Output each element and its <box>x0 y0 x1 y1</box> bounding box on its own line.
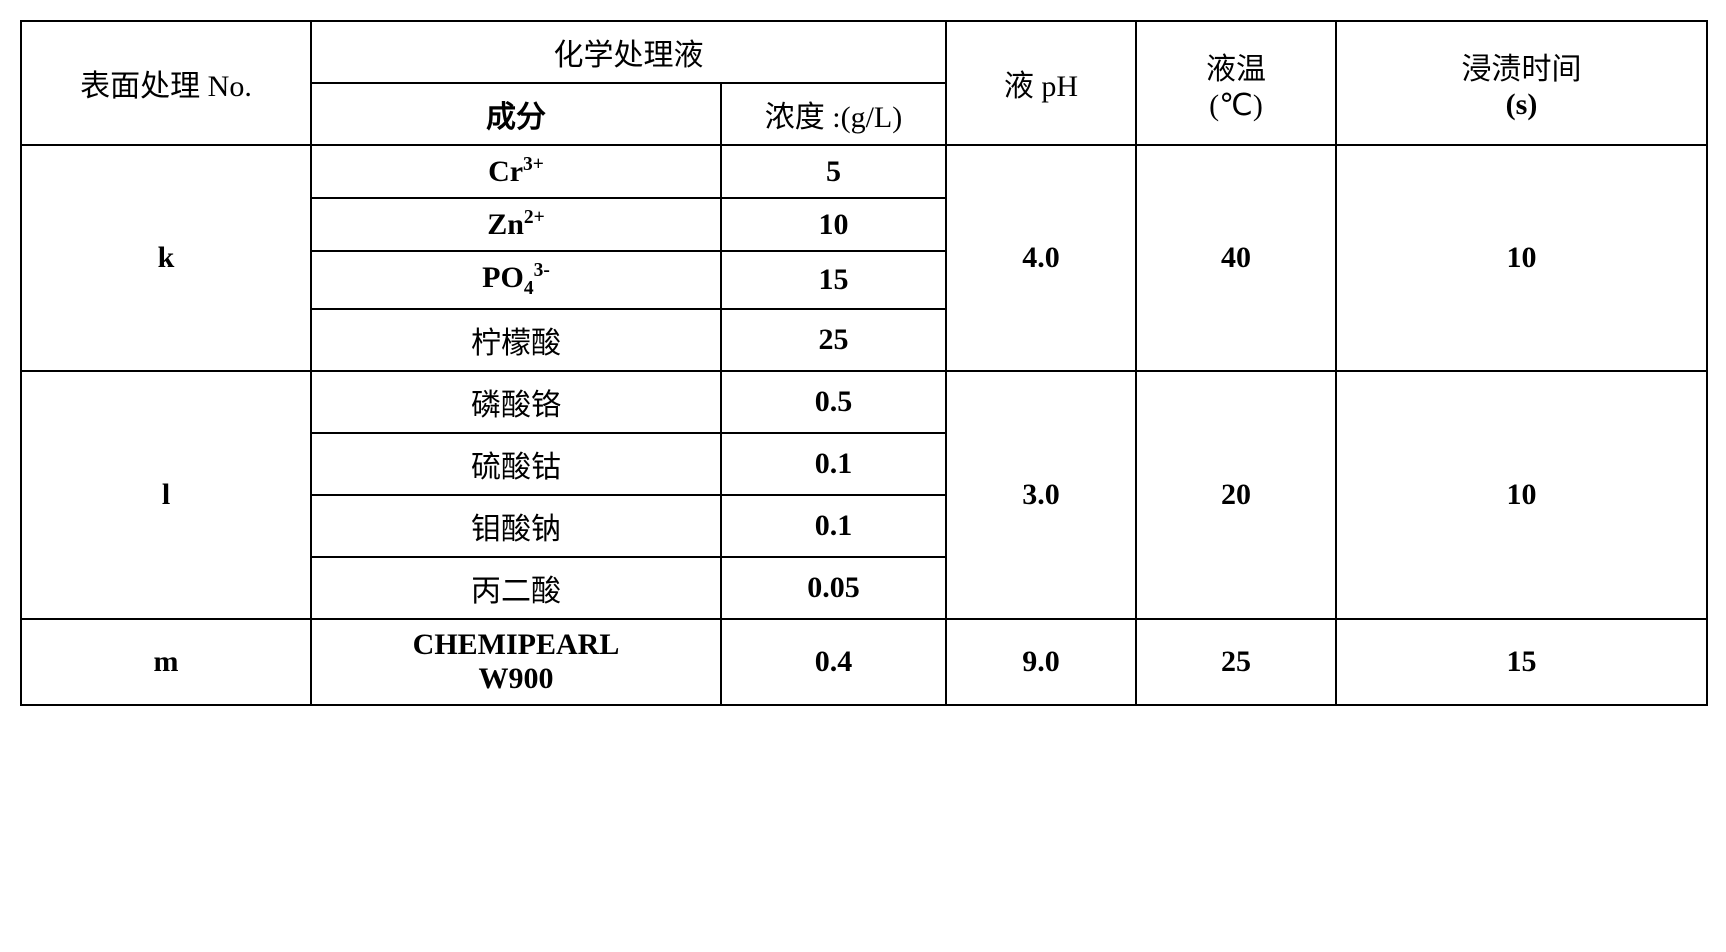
row-temp: 40 <box>1136 145 1336 371</box>
row-id-k: k <box>21 145 311 371</box>
component-conc: 5 <box>721 145 946 198</box>
row-ph: 3.0 <box>946 371 1136 619</box>
component-conc: 0.5 <box>721 371 946 433</box>
header-chemical-treatment-liquid: 化学处理液 <box>311 21 946 83</box>
component-name: CHEMIPEARLW900 <box>311 619 721 705</box>
row-time: 15 <box>1336 619 1707 705</box>
component-name: PO43- <box>311 251 721 309</box>
component-conc: 15 <box>721 251 946 309</box>
component-name: Cr3+ <box>311 145 721 198</box>
component-name: Zn2+ <box>311 198 721 251</box>
header-concentration: 浓度 :(g/L) <box>721 83 946 145</box>
header-surface-treatment-no: 表面处理 No. <box>21 21 311 145</box>
table-body: 表面处理 No. 化学处理液 液 pH 液温 (℃) 浸渍时间 (s) 成分 浓… <box>21 21 1707 705</box>
component-name: 钼酸钠 <box>311 495 721 557</box>
row-ph: 4.0 <box>946 145 1136 371</box>
component-name: 丙二酸 <box>311 557 721 619</box>
component-conc: 10 <box>721 198 946 251</box>
header-immersion-time-line1: 浸渍时间 <box>1462 53 1582 86</box>
chemical-treatment-table: 表面处理 No. 化学处理液 液 pH 液温 (℃) 浸渍时间 (s) 成分 浓… <box>20 20 1708 706</box>
header-liquid-temp: 液温 (℃) <box>1136 21 1336 145</box>
component-conc: 0.1 <box>721 433 946 495</box>
header-liquid-temp-line1: 液温 <box>1206 53 1266 86</box>
row-temp: 25 <box>1136 619 1336 705</box>
component-name: 硫酸钴 <box>311 433 721 495</box>
component-conc: 0.4 <box>721 619 946 705</box>
header-liquid-temp-line2: (℃) <box>1209 89 1263 122</box>
row-id-l: l <box>21 371 311 619</box>
component-conc: 25 <box>721 309 946 371</box>
header-liquid-ph: 液 pH <box>946 21 1136 145</box>
table-row: m CHEMIPEARLW900 0.4 9.0 25 15 <box>21 619 1707 705</box>
header-immersion-time: 浸渍时间 (s) <box>1336 21 1707 145</box>
table-row: k Cr3+ 5 4.0 40 10 <box>21 145 1707 198</box>
table-row: l 磷酸铬 0.5 3.0 20 10 <box>21 371 1707 433</box>
row-time: 10 <box>1336 371 1707 619</box>
header-component: 成分 <box>311 83 721 145</box>
row-id-m: m <box>21 619 311 705</box>
row-temp: 20 <box>1136 371 1336 619</box>
row-ph: 9.0 <box>946 619 1136 705</box>
row-time: 10 <box>1336 145 1707 371</box>
component-conc: 0.05 <box>721 557 946 619</box>
header-row-1: 表面处理 No. 化学处理液 液 pH 液温 (℃) 浸渍时间 (s) <box>21 21 1707 83</box>
component-conc: 0.1 <box>721 495 946 557</box>
component-name: 柠檬酸 <box>311 309 721 371</box>
header-immersion-time-line2: (s) <box>1506 88 1538 121</box>
component-name: 磷酸铬 <box>311 371 721 433</box>
